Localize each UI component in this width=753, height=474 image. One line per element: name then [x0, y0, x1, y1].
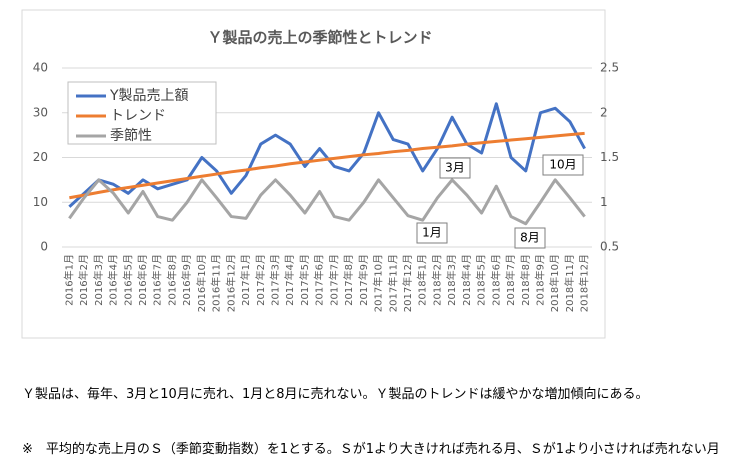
x-tick-label: 2017年5月: [298, 254, 311, 306]
x-tick-label: 2016年2月: [77, 254, 90, 306]
annotation: 3月: [445, 161, 465, 175]
x-tick-label: 2016年12月: [224, 254, 237, 312]
x-tick-label: 2017年6月: [313, 254, 326, 306]
x-tick-label: 2018年3月: [445, 254, 458, 306]
x-tick-label: 2017年4月: [283, 254, 296, 306]
x-tick-label: 2018年8月: [519, 254, 532, 306]
x-tick-label: 2016年11月: [210, 254, 223, 312]
y-tick-label: 0: [40, 240, 48, 254]
y2-tick-label: 1.5: [600, 150, 619, 164]
x-tick-label: 2018年5月: [475, 254, 488, 306]
x-tick-label: 2016年8月: [165, 254, 178, 306]
x-tick-label: 2016年1月: [62, 254, 75, 306]
x-tick-label: 2016年10月: [195, 254, 208, 312]
y2-tick-label: 1: [600, 195, 608, 209]
x-tick-label: 2018年6月: [489, 254, 502, 306]
x-tick-label: 2017年7月: [327, 254, 340, 306]
x-tick-label: 2017年12月: [401, 254, 414, 312]
y2-tick-label: 2.5: [600, 61, 619, 75]
y-tick-label: 40: [33, 61, 48, 75]
y2-tick-label: 2: [600, 105, 608, 119]
annotation: 1月: [422, 226, 442, 240]
annotation-box: [514, 227, 546, 249]
x-tick-label: 2017年10月: [372, 254, 385, 312]
y-tick-label: 20: [33, 150, 48, 164]
x-tick-label: 2017年8月: [342, 254, 355, 306]
series-line: [68, 178, 586, 226]
x-tick-label: 2018年10月: [548, 254, 561, 312]
note: ※ 平均的な売上月のＳ（季節変動指数）を1とする。Ｓが1より大きければ売れる月、…: [22, 442, 720, 457]
x-tick-label: 2017年9月: [357, 254, 370, 306]
x-tick-label: 2016年9月: [180, 254, 193, 306]
chart-title: Ｙ製品の売上の季節性とトレンド: [207, 29, 432, 47]
annotation-box: [542, 154, 584, 176]
x-tick-label: 2017年3月: [268, 254, 281, 306]
x-tick-label: 2018年9月: [533, 254, 546, 306]
annotation-box: [439, 157, 471, 179]
x-tick-label: 2018年7月: [504, 254, 517, 306]
x-tick-label: 2016年5月: [121, 254, 134, 306]
annotation-box: [416, 222, 448, 244]
x-tick-label: 2018年11月: [563, 254, 576, 312]
x-tick-label: 2016年6月: [136, 254, 149, 306]
x-tick-label: 2016年3月: [92, 254, 105, 306]
legend-box: [67, 81, 217, 145]
x-tick-label: 2018年4月: [460, 254, 473, 306]
annotation: 8月: [520, 231, 540, 245]
annotation: 10月: [549, 158, 576, 172]
y2-tick-label: 0.5: [600, 240, 619, 254]
x-tick-label: 2017年11月: [386, 254, 399, 312]
legend-label: Y製品売上額: [109, 88, 189, 104]
chart-frame: [21, 9, 606, 339]
paragraph: Ｙ製品は、毎年、3月と10月に売れ、1月と8月に売れない。Ｙ製品のトレンドは緩や…: [22, 387, 649, 402]
x-tick-label: 2016年7月: [151, 254, 164, 306]
x-tick-label: 2018年12月: [578, 254, 591, 312]
x-tick-label: 2017年1月: [239, 254, 252, 306]
legend-label: 季節性: [110, 127, 152, 144]
chart: Ｙ製品の売上の季節性とトレンド 0 10 20 30 40 0.5 1 1.5 2 2.5 2016…: [21, 9, 619, 339]
x-tick-label: 2016年4月: [107, 254, 120, 306]
x-tick-label: 2018年1月: [416, 254, 429, 306]
y-tick-label: 30: [33, 105, 48, 119]
series-line: [68, 102, 586, 208]
legend-label: トレンド: [110, 108, 166, 124]
x-tick-label: 2017年2月: [254, 254, 267, 306]
y-tick-label: 10: [33, 195, 48, 209]
series-line: [69, 131, 585, 200]
x-tick-label: 2018年2月: [430, 254, 443, 306]
